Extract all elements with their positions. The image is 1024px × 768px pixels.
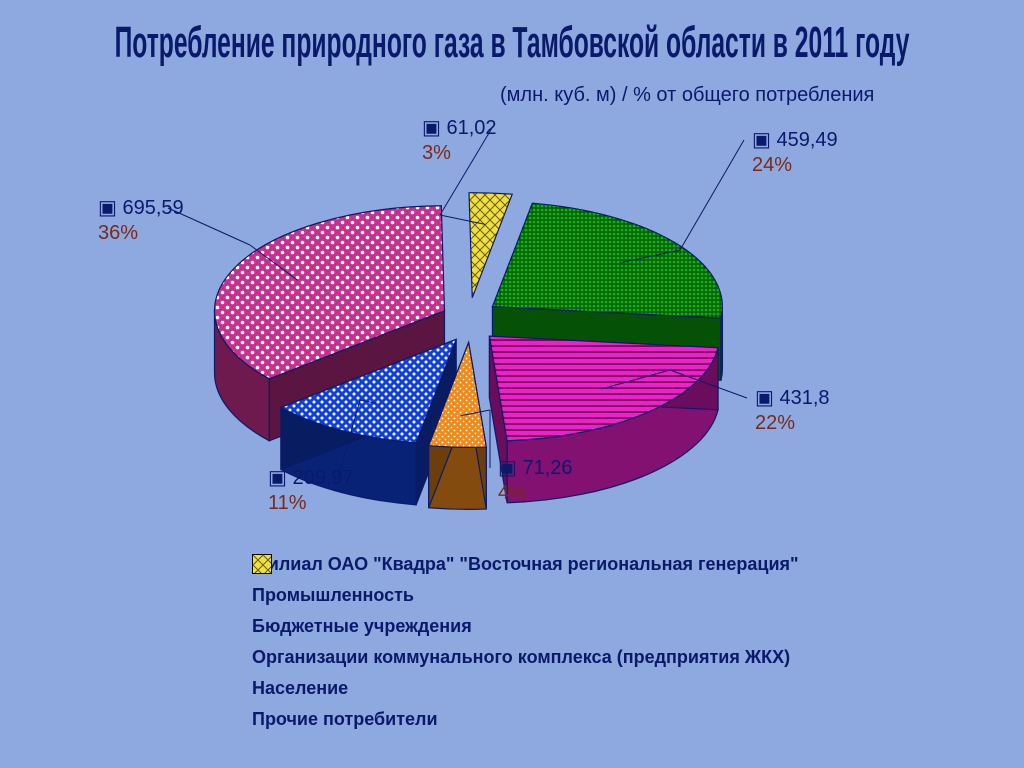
legend-item-other: Прочие потребители: [252, 709, 799, 730]
legend: филиал ОАО "Квадра" "Восточная региональ…: [252, 554, 799, 740]
data-label-kvadra: ▣ 459,4924%: [752, 128, 838, 178]
data-label-budget: ▣ 71,264%: [498, 456, 573, 506]
legend-swatch: [252, 554, 272, 574]
slice-kvadra: [492, 203, 722, 318]
legend-label: Прочие потребители: [252, 709, 438, 730]
data-label-utilities: ▣ 209,9711%: [268, 466, 354, 516]
legend-item-population: Население: [252, 678, 799, 699]
data-label-population: ▣ 695,5936%: [98, 196, 184, 246]
legend-label: Население: [252, 678, 348, 699]
legend-item-utilities: Организации коммунального комплекса (пре…: [252, 647, 799, 668]
legend-label: Промышленность: [252, 585, 414, 606]
data-label-industry: ▣ 431,822%: [755, 386, 830, 436]
legend-item-industry: Промышленность: [252, 585, 799, 606]
legend-label: Бюджетные учреждения: [252, 616, 472, 637]
legend-item-budget: Бюджетные учреждения: [252, 616, 799, 637]
legend-label: филиал ОАО "Квадра" "Восточная региональ…: [252, 554, 799, 575]
legend-item-kvadra: филиал ОАО "Квадра" "Восточная региональ…: [252, 554, 799, 575]
legend-label: Организации коммунального комплекса (пре…: [252, 647, 790, 668]
data-label-other: ▣ 61,023%: [422, 116, 497, 166]
